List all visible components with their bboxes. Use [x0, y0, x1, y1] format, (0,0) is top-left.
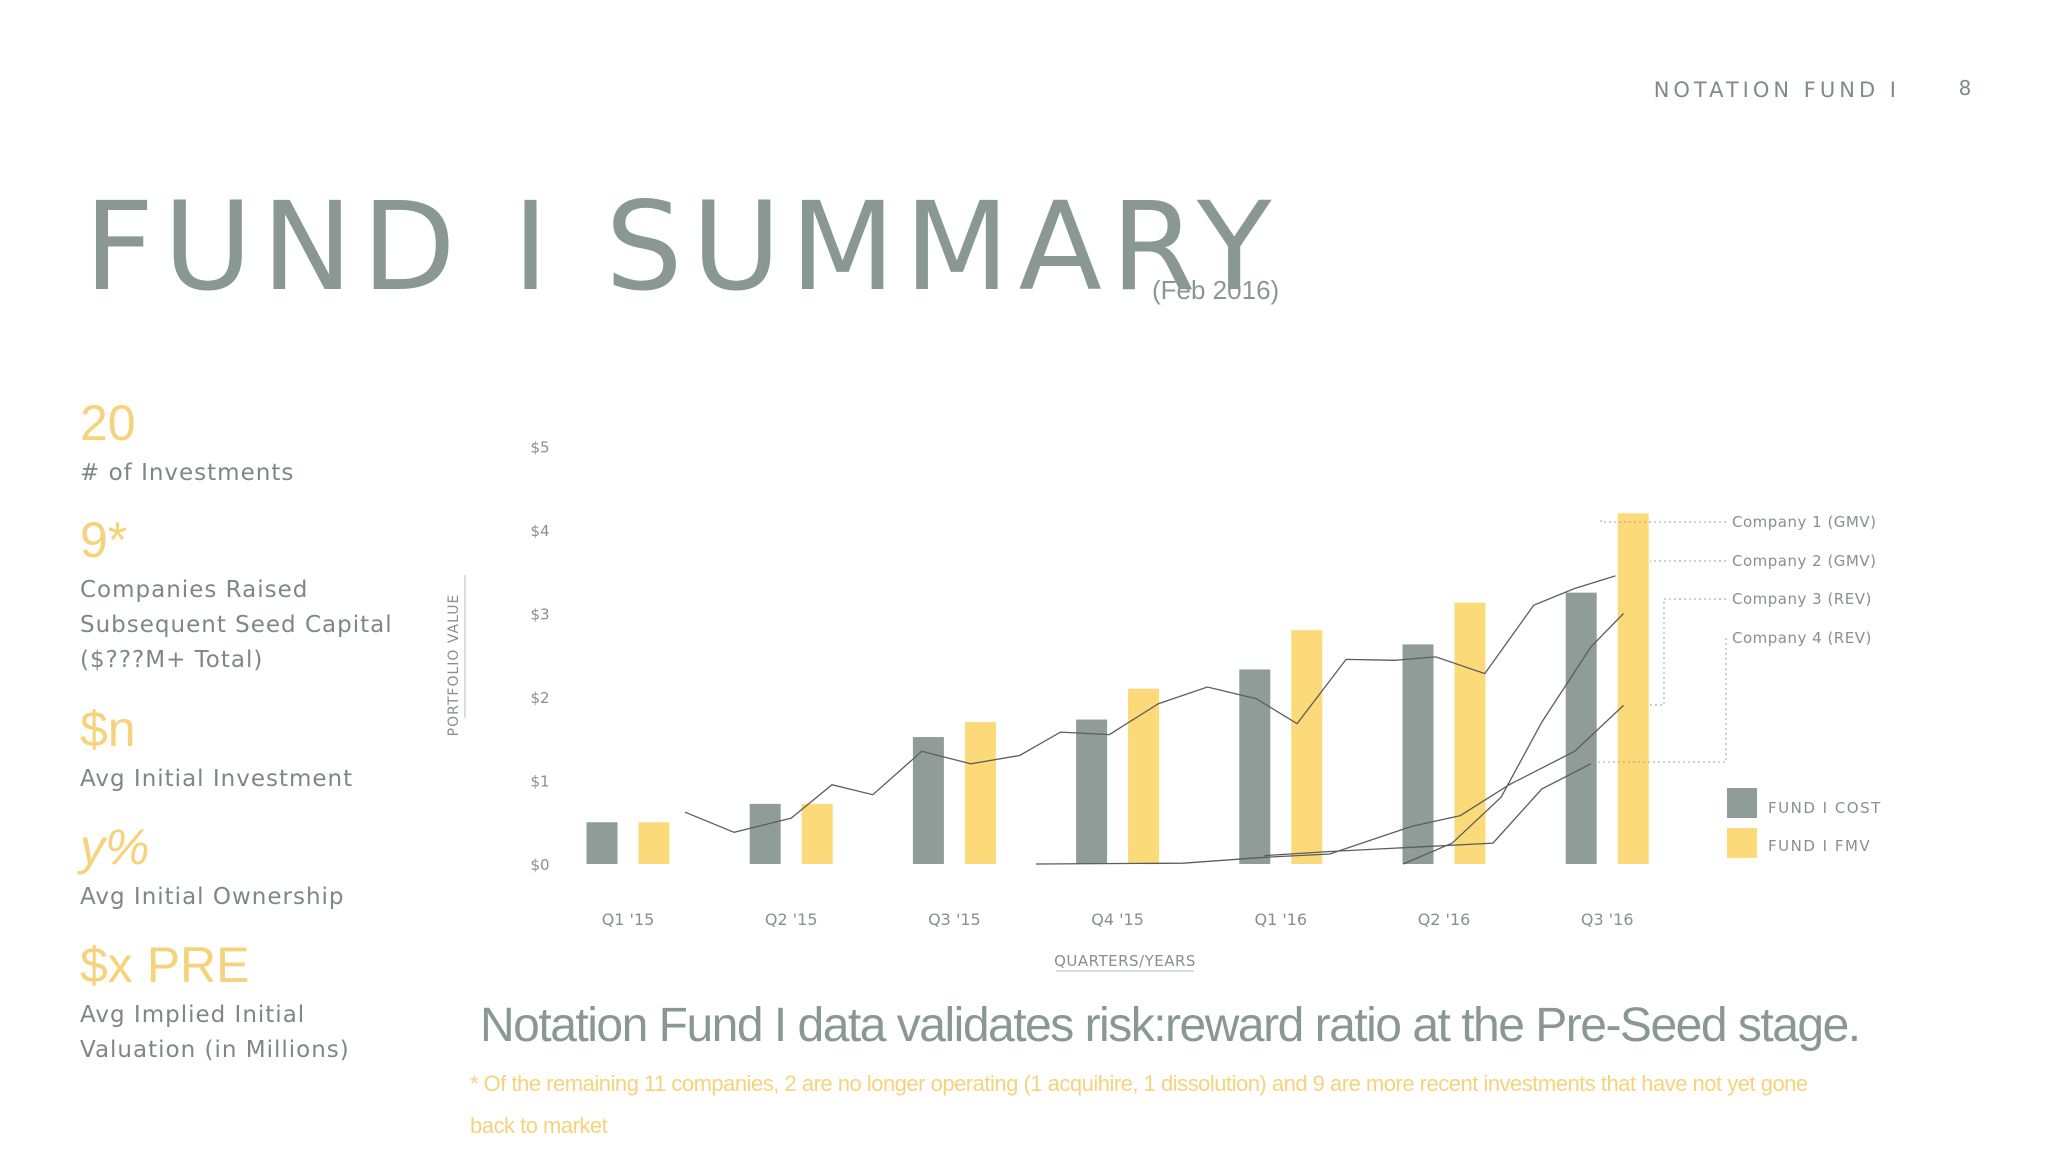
y-tick-label: $3 [530, 606, 549, 624]
stat-label: Companies Raised Subsequent Seed Capital… [80, 577, 393, 673]
annotation-leader [1600, 520, 1726, 523]
company-annotation: Company 3 (REV) [1732, 590, 1872, 608]
stat-avg-investment: $n Avg Initial Investment [80, 704, 410, 797]
bar-fund-fmv [1454, 602, 1486, 864]
legend-swatch-fmv [1727, 828, 1757, 858]
x-tick-label: Q3 '15 [928, 910, 981, 929]
stat-label: Avg Initial Ownership [80, 884, 345, 910]
bar-fund-fmv [1291, 630, 1323, 864]
stat-value: $x PRE [80, 937, 250, 993]
stat-value: y% [80, 819, 150, 875]
bar-fund-fmv [801, 803, 833, 864]
y-tick-label: $1 [530, 773, 549, 791]
company-annotation: Company 4 (REV) [1732, 629, 1872, 647]
stat-label: Avg Initial Investment [80, 766, 354, 792]
y-tick-label: $5 [530, 439, 549, 457]
company-annotation: Company 2 (GMV) [1732, 552, 1876, 570]
annotation-leader [1650, 598, 1726, 706]
x-tick-label: Q4 '15 [1091, 910, 1144, 929]
bar-fund-fmv [964, 722, 996, 864]
y-axis-label: PORTFOLIO VALUE [446, 594, 462, 737]
x-tick-label: Q3 '16 [1581, 910, 1634, 929]
bar-fund-cost [749, 803, 781, 864]
bar-fund-cost [1239, 669, 1271, 864]
bar-fund-fmv [638, 822, 670, 864]
x-tick-label: Q1 '15 [602, 910, 655, 929]
stat-companies-raised: 9* Companies Raised Subsequent Seed Capi… [80, 515, 410, 678]
page-title: FUND I SUMMARY [84, 176, 1281, 318]
bar-fund-cost [912, 737, 944, 864]
footnote: * Of the remaining 11 companies, 2 are n… [470, 1071, 1808, 1138]
legend-swatch-cost [1727, 788, 1757, 818]
stat-avg-ownership: y% Avg Initial Ownership [80, 822, 410, 915]
x-tick-label: Q2 '16 [1418, 910, 1471, 929]
company-annotation: Company 1 (GMV) [1732, 513, 1876, 531]
stat-avg-valuation: $x PRE Avg Implied Initial Valuation (in… [80, 940, 410, 1068]
x-tick-label: Q1 '16 [1254, 910, 1307, 929]
page-number: 8 [1958, 76, 1972, 100]
stat-label: # of Investments [80, 460, 295, 486]
bar-fund-cost [1402, 644, 1434, 864]
headline: Notation Fund I data validates risk:rewa… [480, 999, 1861, 1052]
stat-label: Avg Implied Initial Valuation (in Millio… [80, 1002, 350, 1063]
bar-fund-fmv [1617, 513, 1649, 864]
bar-fund-fmv [1128, 688, 1160, 864]
legend-label-cost: FUND I COST [1768, 799, 1882, 817]
bar-fund-cost [1076, 719, 1108, 864]
page-subtitle: (Feb 2016) [1152, 275, 1280, 305]
x-axis-label: QUARTERS/YEARS [1054, 952, 1196, 970]
stat-investments: 20 # of Investments [80, 398, 410, 491]
fund-label: NOTATION FUND I [1653, 78, 1900, 102]
legend-label-fmv: FUND I FMV [1768, 837, 1871, 855]
bar-fund-cost [586, 822, 618, 864]
y-tick-label: $2 [530, 689, 549, 707]
company-line [1402, 613, 1624, 865]
annotation-leader [1597, 638, 1727, 763]
company-line [1264, 763, 1592, 857]
company-line [684, 575, 1616, 833]
stat-value: $n [80, 701, 136, 757]
x-tick-label: Q2 '15 [765, 910, 818, 929]
stat-value: 9* [80, 512, 128, 568]
y-tick-label: $0 [530, 856, 549, 874]
bar-fund-cost [1565, 592, 1597, 864]
company-line [1035, 704, 1624, 865]
stat-value: 20 [80, 395, 136, 451]
y-tick-label: $4 [530, 522, 549, 540]
